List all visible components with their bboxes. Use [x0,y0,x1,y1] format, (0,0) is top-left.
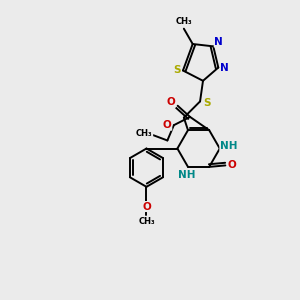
Text: O: O [167,97,176,107]
Text: NH: NH [178,170,195,180]
Text: CH₃: CH₃ [138,217,155,226]
Text: CH₃: CH₃ [136,129,153,138]
Text: N: N [214,37,223,47]
Text: O: O [227,160,236,170]
Text: S: S [173,65,180,76]
Text: CH₃: CH₃ [176,17,192,26]
Text: O: O [142,202,151,212]
Text: S: S [204,98,211,108]
Text: NH: NH [220,141,237,151]
Text: N: N [220,63,229,73]
Text: O: O [163,120,172,130]
